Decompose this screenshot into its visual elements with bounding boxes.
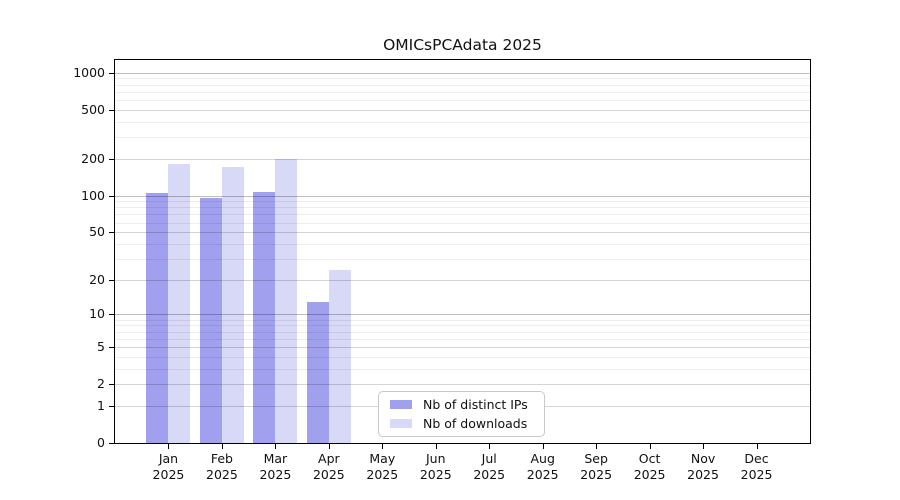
- bar-downloads-feb: [221, 167, 244, 443]
- x-tick-month: Nov: [690, 451, 716, 466]
- legend-label-downloads: Nb of downloads: [423, 416, 528, 431]
- bar-downloads-apr: [328, 270, 351, 443]
- x-tick-month: Sep: [584, 451, 608, 466]
- bar-distinct-ips-jan: [146, 193, 169, 443]
- legend-swatch-downloads: [390, 419, 412, 428]
- x-tick-label-sep: Sep 2025: [566, 451, 626, 482]
- bar-downloads-jan: [168, 164, 191, 443]
- y-tick-mark: [109, 232, 114, 234]
- x-tick-month: Mar: [263, 451, 288, 466]
- x-tick-label-jan: Jan 2025: [138, 451, 198, 482]
- x-tick-mark: [649, 444, 651, 449]
- y-tick-mark: [109, 72, 114, 74]
- y-tick-mark: [109, 195, 114, 197]
- y-tick-mark: [109, 314, 114, 316]
- bar-downloads-mar: [275, 158, 298, 443]
- y-tick-label: 1: [97, 397, 105, 413]
- y-tick-mark: [109, 109, 114, 111]
- x-tick-label-jul: Jul 2025: [459, 451, 519, 482]
- legend-item-downloads: Nb of downloads: [390, 416, 544, 431]
- x-tick-label-apr: Apr 2025: [299, 451, 359, 482]
- legend-item-distinct-ips: Nb of distinct IPs: [390, 397, 544, 412]
- x-tick-label-mar: Mar 2025: [245, 451, 305, 482]
- x-tick-mark: [542, 444, 544, 449]
- legend-swatch-distinct-ips: [390, 400, 412, 409]
- y-tick-label: 20: [89, 271, 105, 287]
- x-tick-year: 2025: [633, 466, 666, 482]
- y-tick-mark: [109, 384, 114, 386]
- x-tick-year: 2025: [366, 466, 399, 482]
- y-tick-label: 100: [81, 187, 105, 203]
- x-tick-year: 2025: [473, 466, 506, 482]
- y-tick-mark: [109, 405, 114, 407]
- y-tick-mark: [109, 279, 114, 281]
- x-tick-year: 2025: [206, 466, 238, 482]
- x-tick-mark: [435, 444, 437, 449]
- x-tick-month: Aug: [530, 451, 555, 466]
- x-tick-label-jun: Jun 2025: [406, 451, 466, 482]
- bar-distinct-ips-apr: [306, 301, 329, 443]
- y-tick-label: 0: [97, 435, 105, 450]
- legend: Nb of distinct IPs Nb of downloads: [378, 391, 545, 437]
- chart-title: OMICsPCAdata 2025: [383, 36, 542, 54]
- x-tick-mark: [596, 444, 598, 449]
- x-tick-month: Oct: [638, 451, 661, 466]
- x-tick-month: Jul: [481, 451, 497, 466]
- y-tick-label: 200: [81, 150, 105, 166]
- y-tick-mark: [109, 158, 114, 160]
- y-tick-label: 2: [97, 376, 105, 392]
- bars-layer: [115, 60, 810, 443]
- x-tick-mark: [703, 444, 705, 449]
- x-tick-month: Apr: [318, 451, 340, 466]
- x-tick-month: Dec: [744, 451, 769, 466]
- x-tick-year: 2025: [152, 466, 185, 482]
- x-tick-mark: [328, 444, 330, 449]
- legend-label-distinct-ips: Nb of distinct IPs: [423, 397, 528, 412]
- x-tick-label-dec: Dec 2025: [727, 451, 787, 482]
- x-tick-year: 2025: [259, 466, 292, 482]
- x-tick-mark: [168, 444, 170, 449]
- x-tick-label-nov: Nov 2025: [673, 451, 733, 482]
- y-tick-mark: [109, 443, 114, 444]
- x-tick-year: 2025: [312, 466, 345, 482]
- x-tick-year: 2025: [687, 466, 719, 482]
- x-tick-label-aug: Aug 2025: [513, 451, 573, 482]
- y-tick-mark: [109, 346, 114, 348]
- x-tick-month: Feb: [210, 451, 233, 466]
- y-tick-label: 5: [97, 338, 105, 354]
- x-tick-mark: [382, 444, 384, 449]
- plot-area: [114, 59, 811, 444]
- y-tick-label: 50: [89, 224, 105, 240]
- x-tick-year: 2025: [580, 466, 613, 482]
- bar-distinct-ips-mar: [253, 192, 276, 443]
- x-tick-year: 2025: [740, 466, 773, 482]
- y-tick-label: 10: [89, 306, 105, 322]
- x-tick-month: May: [369, 451, 396, 466]
- x-tick-month: Jan: [158, 451, 179, 466]
- x-tick-year: 2025: [526, 466, 559, 482]
- x-tick-mark: [489, 444, 491, 449]
- x-tick-label-feb: Feb 2025: [192, 451, 252, 482]
- x-tick-year: 2025: [419, 466, 452, 482]
- y-tick-label: 500: [81, 101, 105, 117]
- y-tick-label: 1000: [73, 64, 105, 80]
- bar-distinct-ips-feb: [199, 198, 222, 443]
- x-tick-month: Jun: [426, 451, 446, 466]
- x-tick-label-may: May 2025: [352, 451, 412, 482]
- x-tick-mark: [275, 444, 277, 449]
- x-tick-mark: [756, 444, 758, 449]
- x-tick-mark: [221, 444, 223, 449]
- x-tick-label-oct: Oct 2025: [620, 451, 680, 482]
